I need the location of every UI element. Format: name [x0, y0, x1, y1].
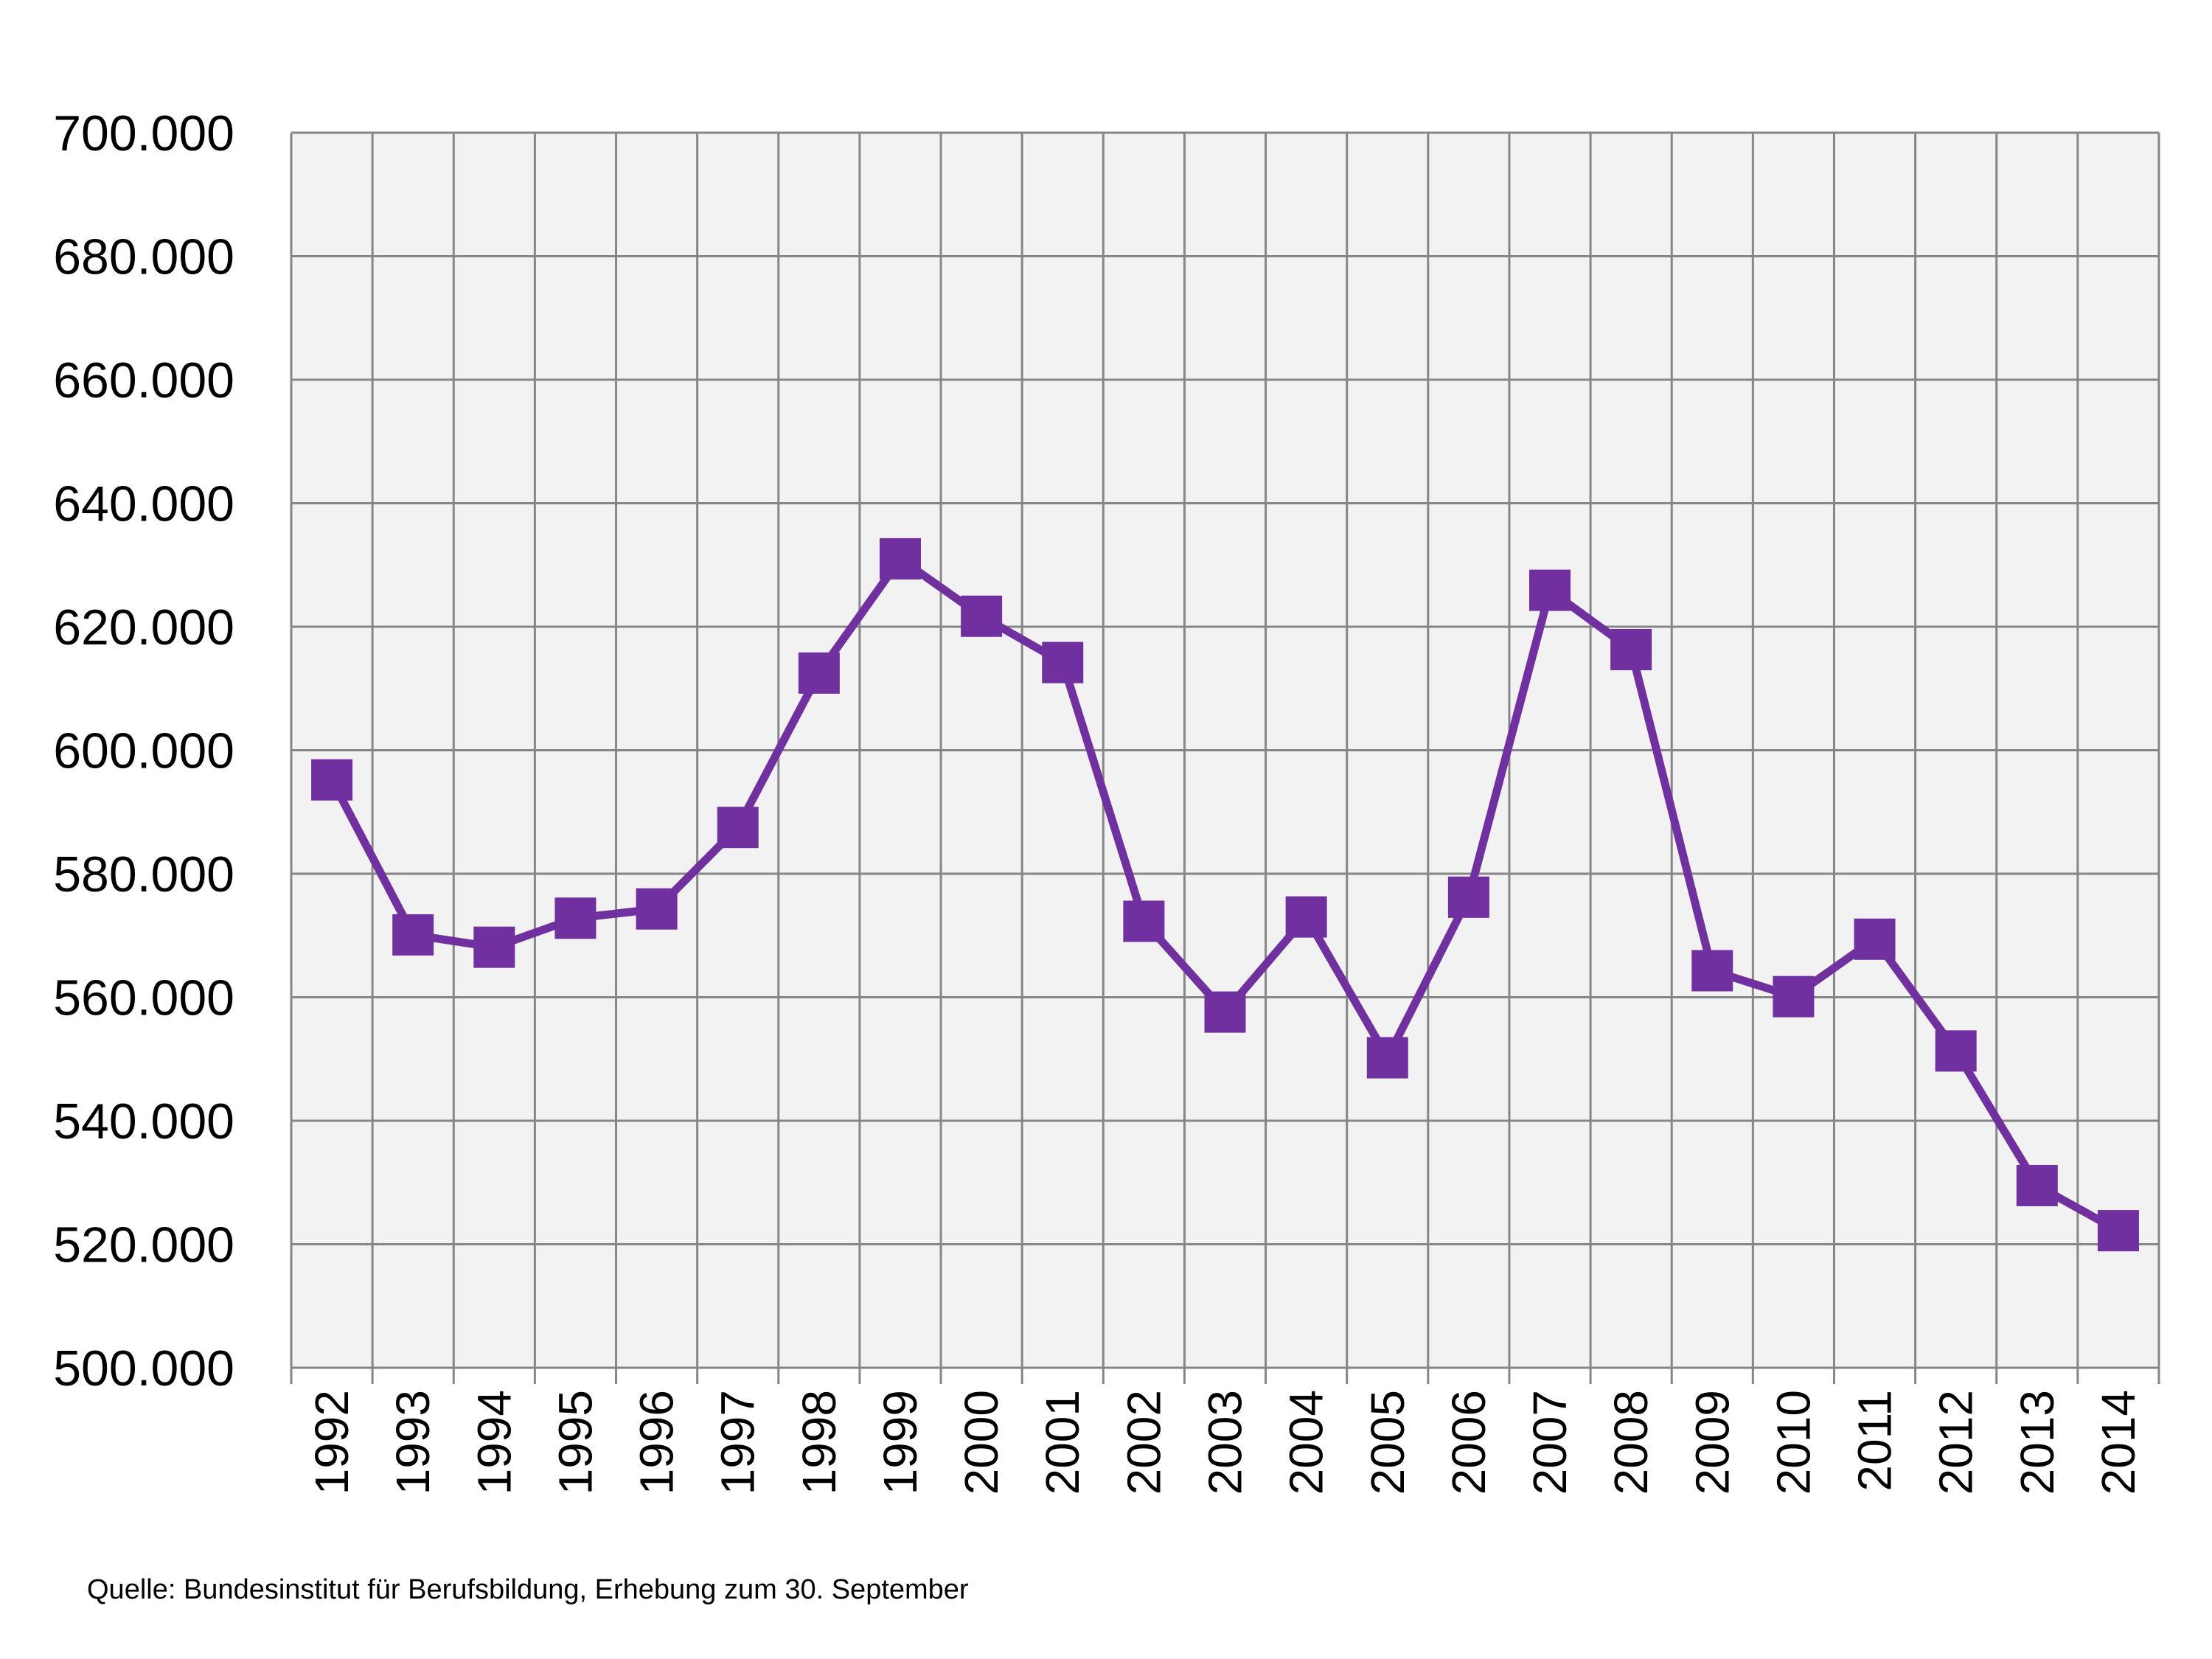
x-tick-label: 2007 — [1523, 1390, 1576, 1495]
x-tick-label: 1994 — [467, 1390, 521, 1495]
x-tick-label: 2009 — [1686, 1390, 1739, 1495]
x-tick-label: 2003 — [1199, 1390, 1252, 1495]
data-point-marker — [1123, 900, 1165, 942]
y-tick-label: 640.000 — [53, 476, 234, 532]
data-point-marker — [879, 538, 921, 580]
y-tick-label: 600.000 — [53, 723, 234, 779]
x-tick-label: 2005 — [1361, 1390, 1414, 1495]
vertical-gridlines — [290, 133, 2160, 1384]
data-point-marker — [473, 926, 515, 968]
x-tick-label: 2010 — [1767, 1390, 1820, 1495]
x-tick-label: 2006 — [1442, 1390, 1495, 1495]
data-point-marker — [1935, 1030, 1977, 1072]
y-tick-label: 680.000 — [53, 229, 234, 285]
y-tick-label: 540.000 — [53, 1093, 234, 1150]
x-tick-label: 1996 — [630, 1390, 684, 1495]
y-tick-label: 560.000 — [53, 970, 234, 1026]
data-point-marker — [311, 759, 353, 801]
x-tick-label: 2004 — [1280, 1390, 1333, 1495]
data-point-marker — [1773, 975, 1815, 1018]
data-point-marker — [1204, 991, 1246, 1033]
data-point-marker — [717, 807, 759, 849]
data-point-marker — [1854, 918, 1896, 960]
x-tick-label: 1997 — [712, 1390, 765, 1495]
x-tick-label: 1998 — [793, 1390, 846, 1495]
x-tick-label: 2001 — [1036, 1390, 1089, 1495]
data-point-marker — [636, 888, 678, 930]
data-point-marker — [1042, 641, 1084, 684]
x-tick-label: 2013 — [2011, 1390, 2064, 1495]
x-tick-label: 2011 — [1848, 1390, 1902, 1492]
data-point-marker — [798, 652, 840, 694]
y-tick-label: 580.000 — [53, 846, 234, 902]
x-tick-label: 1995 — [549, 1390, 602, 1495]
x-tick-label: 1999 — [874, 1390, 927, 1495]
y-tick-label: 700.000 — [53, 105, 234, 161]
data-point-marker — [1610, 628, 1652, 670]
x-tick-label: 2008 — [1604, 1390, 1658, 1495]
data-point-marker — [2016, 1164, 2058, 1206]
data-point-marker — [392, 914, 434, 956]
data-point-marker — [1366, 1037, 1408, 1079]
x-tick-label: 2012 — [1930, 1390, 1983, 1495]
data-point-marker — [1691, 950, 1733, 992]
x-tick-label: 2000 — [955, 1390, 1008, 1495]
series-markers — [311, 538, 2139, 1252]
x-tick-label: 2014 — [2092, 1390, 2145, 1495]
data-point-marker — [1285, 896, 1327, 938]
data-point-marker — [1529, 569, 1571, 611]
y-tick-label: 660.000 — [53, 352, 234, 408]
x-tick-label: 2002 — [1117, 1390, 1170, 1495]
data-point-marker — [554, 897, 597, 939]
x-tick-label: 1993 — [386, 1390, 439, 1495]
horizontal-gridlines — [291, 131, 2159, 1369]
data-point-marker — [1447, 876, 1489, 918]
y-tick-label: 500.000 — [53, 1340, 234, 1397]
source-note: Quelle: Bundesinstitut für Berufsbildung… — [87, 1574, 969, 1605]
data-point-marker — [2097, 1210, 2139, 1252]
x-axis-tick-labels: 1992 1993 1994 1995 1996 1997 1998 1999 2000 2001… — [305, 1390, 2145, 1495]
x-tick-label: 1992 — [305, 1390, 358, 1495]
y-axis-tick-labels: 500.000 520.000 540.000 560.000 580.000 600.0… — [53, 105, 234, 1397]
y-tick-label: 520.000 — [53, 1217, 234, 1273]
y-tick-label: 620.000 — [53, 599, 234, 655]
data-point-marker — [961, 595, 1003, 637]
